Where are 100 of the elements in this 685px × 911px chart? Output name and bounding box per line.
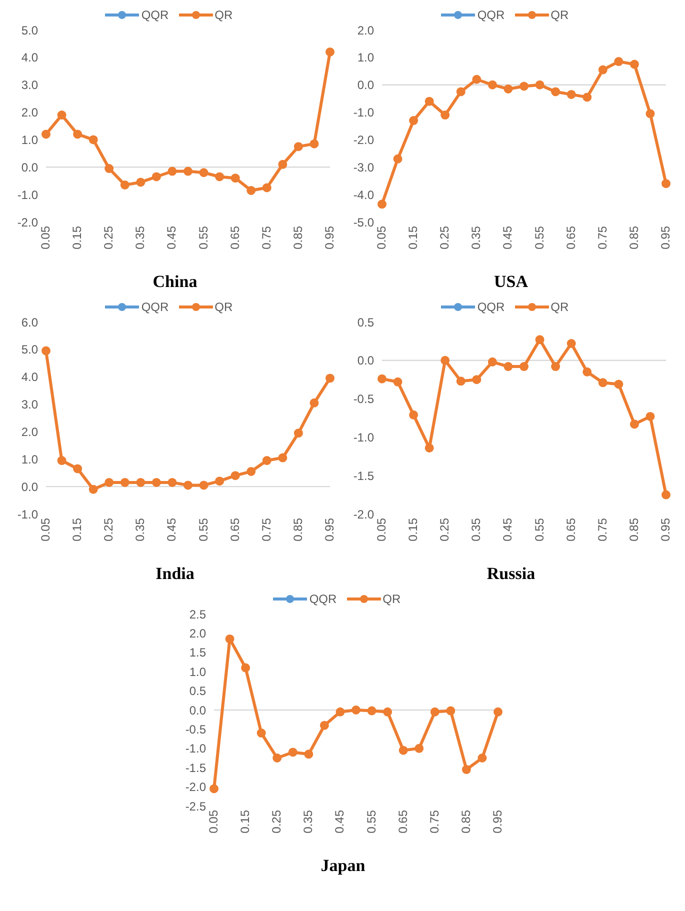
point: [446, 706, 456, 716]
point: [152, 172, 161, 182]
point: [566, 339, 576, 348]
point: [120, 478, 130, 487]
x-tick-label: 0.35: [133, 518, 148, 542]
y-tick-label: -0.5: [353, 392, 374, 406]
point: [104, 478, 114, 487]
legend-label: QR: [550, 300, 569, 314]
point: [662, 490, 670, 500]
point: [262, 456, 272, 466]
point: [614, 380, 624, 389]
point: [42, 346, 50, 356]
point: [614, 57, 624, 66]
point: [440, 110, 450, 120]
point: [383, 707, 392, 716]
y-tick-label: 1.5: [189, 646, 206, 660]
x-tick-label: 0.45: [500, 518, 515, 542]
point: [409, 410, 418, 420]
x-tick-label: 0.85: [626, 226, 641, 250]
x-tick-label: 0.85: [290, 518, 305, 542]
legend-label: QR: [550, 8, 569, 22]
x-tick-label: 0.55: [196, 226, 210, 250]
x-tick-label: 0.25: [438, 226, 452, 250]
x-tick-label: 0.25: [270, 810, 284, 834]
point: [393, 154, 402, 164]
y-tick-label: 0.0: [21, 480, 38, 494]
x-tick-label: 0.65: [564, 226, 578, 250]
point: [646, 412, 655, 421]
y-tick-label: 1.0: [357, 50, 374, 65]
point: [278, 453, 288, 462]
y-tick-label: -1.0: [185, 742, 206, 756]
point: [326, 47, 334, 56]
point: [184, 166, 192, 176]
y-tick-label: -5.0: [353, 215, 374, 230]
point: [88, 135, 98, 144]
point: [551, 362, 560, 372]
x-tick-label: 0.65: [564, 518, 578, 542]
point: [168, 478, 177, 487]
point: [398, 746, 408, 755]
point: [378, 200, 386, 209]
x-tick-label: 0.75: [595, 518, 610, 542]
legend-label: QR: [382, 592, 401, 606]
point: [472, 375, 482, 384]
point: [230, 174, 240, 183]
point: [136, 478, 146, 487]
text: Japan: [320, 856, 366, 876]
x-tick-label: 0.15: [238, 810, 252, 834]
point: [488, 80, 497, 90]
x-tick-label: 0.05: [374, 518, 389, 542]
x-tick-label: 0.75: [595, 226, 610, 250]
x-tick-label: 0.05: [374, 226, 389, 250]
point: [304, 750, 314, 759]
y-tick-label: -2.0: [185, 780, 206, 794]
legend-label: QR: [214, 300, 233, 314]
y-tick-label: -0.5: [185, 722, 206, 736]
point: [535, 335, 544, 344]
x-tick-label: 0.15: [406, 226, 420, 250]
y-tick-label: -1.0: [17, 188, 38, 202]
y-tick-label: 2.0: [189, 626, 206, 640]
point: [582, 367, 592, 376]
x-tick-label: 0.95: [658, 518, 673, 542]
point: [478, 754, 487, 762]
y-tick-label: 0.5: [357, 315, 374, 330]
point: [168, 166, 177, 176]
x-tick-label: 0.95: [322, 518, 337, 542]
y-tick-label: -3.0: [353, 160, 374, 174]
x-tick-label: 0.35: [301, 810, 316, 834]
y-tick-label: 4.0: [21, 370, 38, 384]
x-tick-label: 0.55: [196, 518, 210, 542]
point: [424, 443, 434, 452]
x-tick-label: 0.05: [38, 226, 53, 250]
point: [367, 706, 376, 716]
y-tick-label: 3.0: [21, 78, 38, 92]
point: [230, 471, 240, 480]
point: [630, 420, 639, 429]
x-tick-label: 0.95: [322, 226, 337, 250]
point: [57, 110, 66, 120]
x-tick-label: 0.25: [102, 518, 116, 542]
point: [241, 663, 250, 672]
x-tick-label: 0.95: [658, 226, 673, 250]
point: [199, 480, 208, 490]
point: [566, 90, 576, 99]
point: [336, 707, 345, 716]
y-tick-label: 2.0: [357, 23, 374, 38]
x-tick-label: 0.05: [206, 810, 221, 834]
text: Russia: [486, 564, 536, 584]
y-tick-label: 1.0: [189, 664, 206, 679]
point: [414, 744, 424, 753]
x-tick-label: 0.55: [532, 226, 546, 250]
y-tick-label: -2.0: [17, 215, 38, 230]
point: [378, 374, 386, 384]
y-tick-label: -4.0: [353, 188, 374, 202]
point: [73, 130, 82, 139]
point: [310, 398, 319, 408]
x-tick-label: 0.35: [469, 518, 484, 542]
point: [456, 87, 466, 96]
x-tick-label: 0.05: [38, 518, 53, 542]
x-tick-label: 0.75: [259, 518, 274, 542]
text: USA: [492, 272, 529, 292]
y-tick-label: 3.0: [21, 398, 38, 412]
